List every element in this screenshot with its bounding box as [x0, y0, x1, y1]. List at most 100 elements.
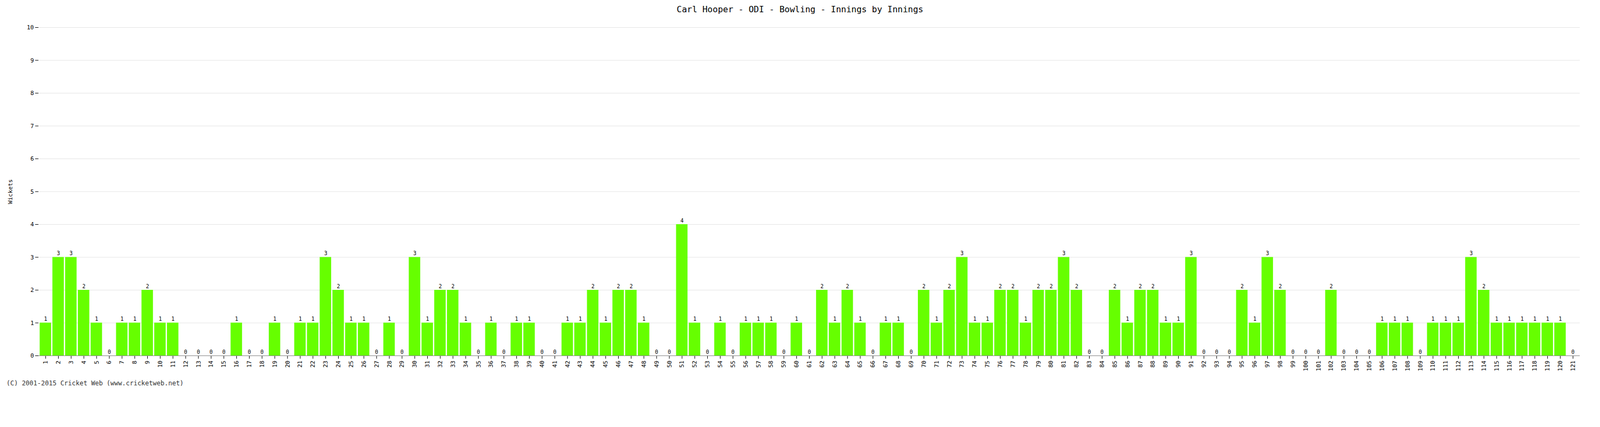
svg-text:25: 25 [347, 360, 355, 368]
svg-text:1: 1 [744, 315, 748, 322]
svg-text:12: 12 [182, 360, 190, 368]
svg-text:116: 116 [1506, 360, 1514, 372]
svg-text:1: 1 [387, 315, 391, 322]
svg-text:0: 0 [247, 348, 251, 355]
svg-text:0: 0 [1342, 348, 1346, 355]
svg-text:14: 14 [207, 360, 215, 368]
svg-text:57: 57 [755, 360, 763, 368]
svg-text:0: 0 [706, 348, 710, 355]
svg-text:1: 1 [884, 315, 888, 322]
svg-text:21: 21 [296, 360, 304, 368]
svg-text:1: 1 [1494, 315, 1499, 322]
svg-text:108: 108 [1404, 360, 1412, 372]
svg-text:65: 65 [856, 360, 864, 368]
svg-text:9: 9 [144, 360, 151, 365]
svg-text:2: 2 [1151, 283, 1155, 290]
svg-text:1: 1 [273, 315, 277, 322]
svg-text:1: 1 [1444, 315, 1448, 322]
svg-text:0: 0 [1316, 348, 1320, 355]
svg-text:41: 41 [551, 360, 559, 368]
svg-text:2: 2 [820, 283, 824, 290]
svg-text:87: 87 [1136, 360, 1144, 368]
svg-text:60: 60 [793, 360, 800, 368]
svg-text:49: 49 [653, 360, 661, 368]
svg-text:1: 1 [30, 319, 35, 327]
svg-text:3: 3 [1189, 250, 1193, 256]
svg-text:1: 1 [858, 315, 862, 322]
svg-text:54: 54 [716, 360, 724, 368]
svg-text:39: 39 [525, 360, 533, 368]
svg-text:110: 110 [1429, 360, 1437, 372]
svg-text:0: 0 [782, 348, 786, 355]
svg-text:84: 84 [1098, 360, 1106, 368]
svg-text:0: 0 [374, 348, 379, 355]
svg-text:1: 1 [120, 315, 124, 322]
svg-text:66: 66 [869, 360, 877, 368]
svg-text:99: 99 [1289, 360, 1297, 368]
svg-text:7: 7 [30, 122, 35, 130]
svg-text:1: 1 [1533, 315, 1537, 322]
svg-text:0: 0 [909, 348, 913, 355]
svg-text:0: 0 [1227, 348, 1231, 355]
svg-text:93: 93 [1213, 360, 1221, 368]
svg-text:1: 1 [1380, 315, 1384, 322]
svg-text:40: 40 [538, 360, 546, 368]
svg-text:1: 1 [1431, 315, 1435, 322]
svg-text:35: 35 [475, 360, 483, 368]
svg-text:45: 45 [602, 360, 610, 368]
svg-text:112: 112 [1454, 360, 1462, 372]
svg-text:115: 115 [1493, 360, 1501, 372]
svg-text:22: 22 [309, 360, 317, 368]
svg-text:80: 80 [1047, 360, 1055, 368]
svg-text:61: 61 [805, 360, 813, 368]
svg-text:19: 19 [271, 360, 279, 368]
svg-text:23: 23 [322, 360, 330, 368]
svg-text:2: 2 [1278, 283, 1282, 290]
svg-text:100: 100 [1302, 360, 1310, 372]
svg-text:1: 1 [795, 315, 799, 322]
svg-text:1: 1 [1457, 315, 1461, 322]
svg-text:98: 98 [1276, 360, 1284, 368]
svg-text:0: 0 [667, 348, 671, 355]
svg-text:1: 1 [426, 315, 430, 322]
svg-text:103: 103 [1340, 360, 1348, 372]
svg-text:1: 1 [1164, 315, 1168, 322]
svg-text:18: 18 [258, 360, 266, 368]
svg-text:26: 26 [360, 360, 368, 368]
svg-text:1: 1 [756, 315, 760, 322]
svg-text:4: 4 [680, 217, 684, 224]
svg-text:1: 1 [42, 360, 50, 365]
svg-text:73: 73 [958, 360, 966, 368]
svg-text:56: 56 [742, 360, 750, 368]
svg-text:113: 113 [1467, 360, 1475, 372]
svg-text:63: 63 [831, 360, 839, 368]
svg-text:2: 2 [1138, 283, 1142, 290]
svg-text:31: 31 [424, 360, 431, 368]
svg-text:1: 1 [464, 315, 468, 322]
svg-text:107: 107 [1391, 360, 1399, 372]
svg-text:3: 3 [30, 253, 35, 261]
svg-text:0: 0 [553, 348, 557, 355]
svg-text:74: 74 [971, 360, 979, 368]
svg-text:20: 20 [284, 360, 292, 368]
svg-text:0: 0 [209, 348, 213, 355]
svg-text:32: 32 [436, 360, 444, 368]
svg-text:7: 7 [118, 360, 126, 365]
svg-text:90: 90 [1174, 360, 1182, 368]
svg-text:109: 109 [1417, 360, 1424, 372]
svg-text:1: 1 [298, 315, 302, 322]
svg-text:4: 4 [80, 360, 88, 364]
svg-text:0: 0 [400, 348, 404, 355]
svg-text:6: 6 [30, 155, 35, 163]
svg-text:2: 2 [30, 286, 35, 294]
svg-text:11: 11 [169, 360, 177, 368]
svg-text:46: 46 [614, 360, 622, 368]
svg-text:0: 0 [540, 348, 544, 355]
svg-text:0: 0 [1418, 348, 1422, 355]
svg-text:3: 3 [67, 360, 75, 365]
svg-text:38: 38 [513, 360, 520, 368]
svg-text:102: 102 [1327, 360, 1335, 372]
svg-text:0: 0 [1368, 348, 1372, 355]
svg-text:106: 106 [1378, 360, 1386, 372]
svg-text:3: 3 [960, 250, 964, 256]
